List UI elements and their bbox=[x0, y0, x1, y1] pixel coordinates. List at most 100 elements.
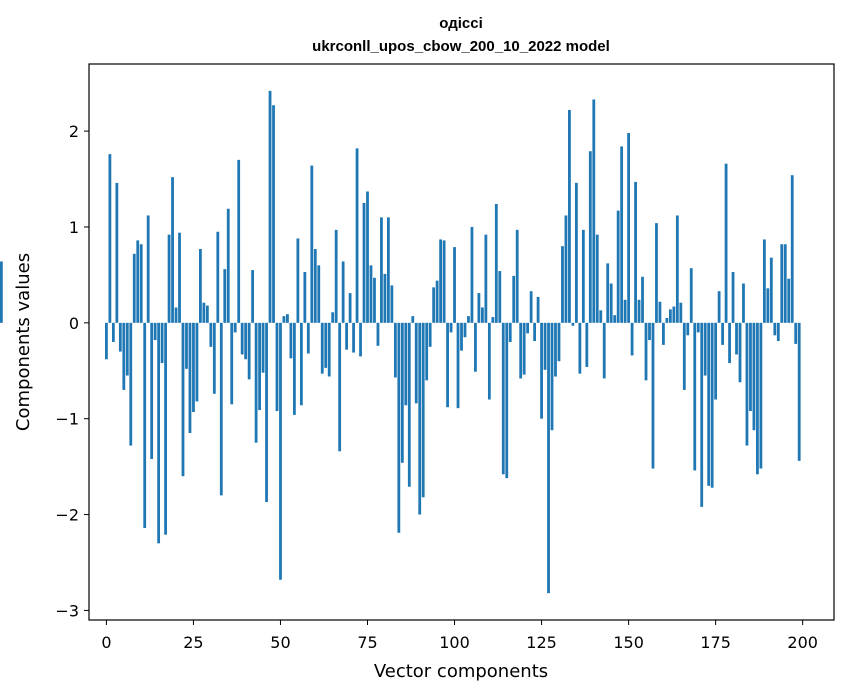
bar-25 bbox=[192, 322, 195, 412]
plot-area-frame bbox=[88, 63, 835, 621]
bar-73 bbox=[359, 322, 362, 357]
bar-7 bbox=[129, 322, 133, 446]
bar-122 bbox=[529, 291, 533, 323]
bar-128 bbox=[550, 322, 554, 431]
bar-195 bbox=[783, 244, 787, 323]
x-tick-label: 175 bbox=[700, 633, 731, 652]
bar-72 bbox=[355, 148, 359, 323]
chart-subtitle: ukrconll_upos_cbow_200_10_2022 model bbox=[312, 38, 610, 55]
y-tick-label: 1 bbox=[69, 218, 79, 237]
bar-41 bbox=[247, 322, 251, 380]
bar-9 bbox=[136, 240, 140, 323]
x-tick-label: 125 bbox=[526, 633, 557, 652]
bar-120 bbox=[522, 322, 526, 375]
bar-1 bbox=[108, 154, 112, 323]
bar-74 bbox=[362, 203, 366, 323]
bar-149 bbox=[623, 299, 627, 323]
bar-147 bbox=[616, 210, 620, 323]
bar-31 bbox=[212, 322, 216, 394]
bar-110 bbox=[487, 322, 491, 400]
bar-52 bbox=[286, 314, 289, 323]
bar-159 bbox=[658, 301, 662, 323]
bar-106 bbox=[474, 322, 477, 372]
bar-196 bbox=[787, 278, 791, 323]
bar-153 bbox=[637, 299, 641, 323]
bar-33 bbox=[219, 322, 223, 496]
bar-62 bbox=[320, 322, 324, 374]
bars-group bbox=[0, 90, 801, 594]
bar-48 bbox=[272, 105, 275, 323]
bar-170 bbox=[696, 322, 700, 333]
x-tick-label: 0 bbox=[101, 633, 111, 652]
bar-105 bbox=[470, 226, 474, 323]
bar-90 bbox=[418, 322, 422, 515]
bar-36 bbox=[230, 322, 234, 405]
bar-156 bbox=[648, 322, 651, 341]
bar-75 bbox=[366, 191, 369, 323]
bar-179 bbox=[728, 322, 731, 364]
bar-117 bbox=[512, 275, 516, 323]
bar-169 bbox=[693, 322, 697, 471]
bar-20 bbox=[174, 307, 178, 323]
bar-177 bbox=[721, 322, 724, 345]
bar-28 bbox=[202, 302, 206, 323]
bar-126 bbox=[543, 322, 547, 370]
bar-49 bbox=[275, 322, 279, 412]
bar-131 bbox=[561, 246, 564, 323]
bar-42 bbox=[251, 270, 255, 323]
bar-163 bbox=[672, 306, 676, 323]
bar-133 bbox=[568, 110, 571, 323]
bar-101 bbox=[456, 322, 460, 409]
bar-140 bbox=[592, 99, 596, 323]
bar-154 bbox=[641, 276, 644, 323]
bar-162 bbox=[668, 309, 672, 323]
bar-192 bbox=[773, 322, 777, 336]
bar-37 bbox=[233, 322, 237, 333]
bar-14 bbox=[153, 322, 157, 341]
bar-142 bbox=[599, 310, 603, 323]
bar-6 bbox=[125, 322, 129, 376]
bar-0 bbox=[105, 322, 108, 360]
bar-11 bbox=[143, 322, 147, 528]
bar-136 bbox=[578, 322, 582, 374]
bar-5 bbox=[122, 322, 126, 390]
bar-55 bbox=[296, 238, 300, 323]
bar-64 bbox=[327, 322, 331, 377]
bar-22 bbox=[181, 322, 185, 477]
y-tick-label: 0 bbox=[69, 314, 79, 333]
bar-164 bbox=[675, 215, 679, 323]
bar-44 bbox=[258, 322, 261, 411]
bar-174 bbox=[710, 322, 714, 488]
bar-193 bbox=[776, 322, 780, 342]
bar-161 bbox=[665, 318, 669, 323]
bar-182 bbox=[738, 322, 742, 383]
bar-84 bbox=[397, 322, 401, 533]
bar-8 bbox=[132, 253, 136, 323]
bar-151 bbox=[630, 322, 634, 356]
bar-70 bbox=[348, 293, 352, 323]
bar-92 bbox=[425, 322, 429, 381]
bar-91 bbox=[421, 322, 425, 498]
bar-56 bbox=[299, 322, 303, 406]
bar-173 bbox=[707, 322, 711, 486]
bar-103 bbox=[463, 322, 467, 338]
bar-13 bbox=[150, 322, 154, 459]
bar-109 bbox=[484, 234, 488, 323]
bar-125 bbox=[540, 322, 543, 419]
bar-19 bbox=[171, 177, 174, 323]
bar-59 bbox=[310, 165, 314, 323]
bar-113 bbox=[498, 271, 502, 323]
bar-29 bbox=[205, 305, 209, 323]
x-axis-ticks: 0 25 50 75 100 125 150 175 200 bbox=[101, 620, 818, 652]
x-tick-label: 200 bbox=[787, 633, 818, 652]
bar-155 bbox=[644, 322, 648, 381]
bar-21 bbox=[178, 232, 181, 323]
bar-26 bbox=[195, 322, 199, 402]
bar-157 bbox=[651, 322, 655, 469]
bar-116 bbox=[508, 322, 512, 342]
bar-132 bbox=[564, 215, 568, 323]
bar-35 bbox=[226, 208, 230, 323]
bar-166 bbox=[682, 322, 686, 390]
bar-60 bbox=[313, 249, 317, 323]
